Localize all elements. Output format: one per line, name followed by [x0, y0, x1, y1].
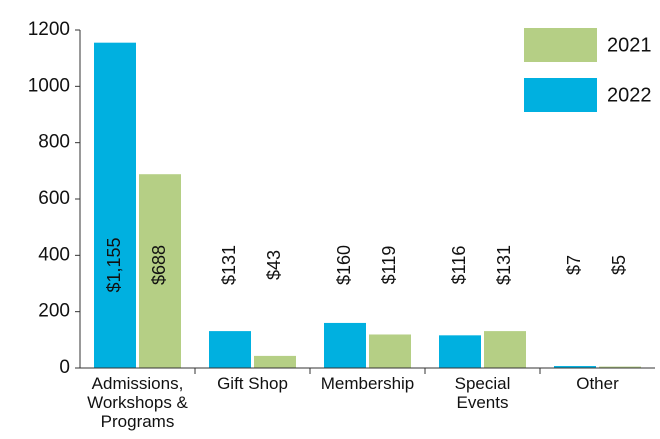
value-label: $1,155 — [104, 237, 124, 292]
x-tick-label: Membership — [320, 374, 415, 393]
x-tick-label: Gift Shop — [217, 374, 288, 393]
y-tick-label: 800 — [38, 132, 70, 153]
bar — [254, 355, 296, 368]
bar — [554, 366, 596, 368]
value-label: $160 — [334, 245, 354, 285]
x-tick-label: Other — [576, 374, 619, 393]
value-label: $131 — [219, 245, 239, 285]
bar — [599, 366, 641, 368]
y-tick-label: 0 — [59, 357, 70, 378]
legend-swatch — [524, 78, 597, 112]
bar — [94, 42, 136, 369]
bar — [139, 174, 181, 368]
bar — [484, 331, 526, 368]
value-label: $5 — [609, 255, 629, 275]
y-tick-label: 400 — [38, 244, 70, 265]
value-label: $688 — [149, 245, 169, 285]
y-tick-label: 600 — [38, 188, 70, 209]
value-label: $116 — [449, 246, 469, 285]
value-label: $119 — [379, 246, 399, 285]
bar — [209, 331, 251, 368]
x-tick-label: Admissions, Workshops & Programs — [87, 374, 188, 431]
legend-label: 2022 — [607, 84, 652, 106]
y-tick-label: 1000 — [28, 75, 70, 96]
value-label: $43 — [264, 250, 284, 280]
bar — [369, 334, 411, 368]
y-tick-label: 1200 — [28, 19, 70, 40]
bar — [439, 335, 481, 368]
y-tick-label: 200 — [38, 301, 70, 322]
legend-label: 2021 — [607, 34, 652, 56]
x-tick-label: Special Events — [454, 374, 511, 412]
value-label: $131 — [494, 245, 514, 285]
value-label: $7 — [564, 255, 584, 275]
bar — [324, 322, 366, 368]
legend-swatch — [524, 28, 597, 62]
